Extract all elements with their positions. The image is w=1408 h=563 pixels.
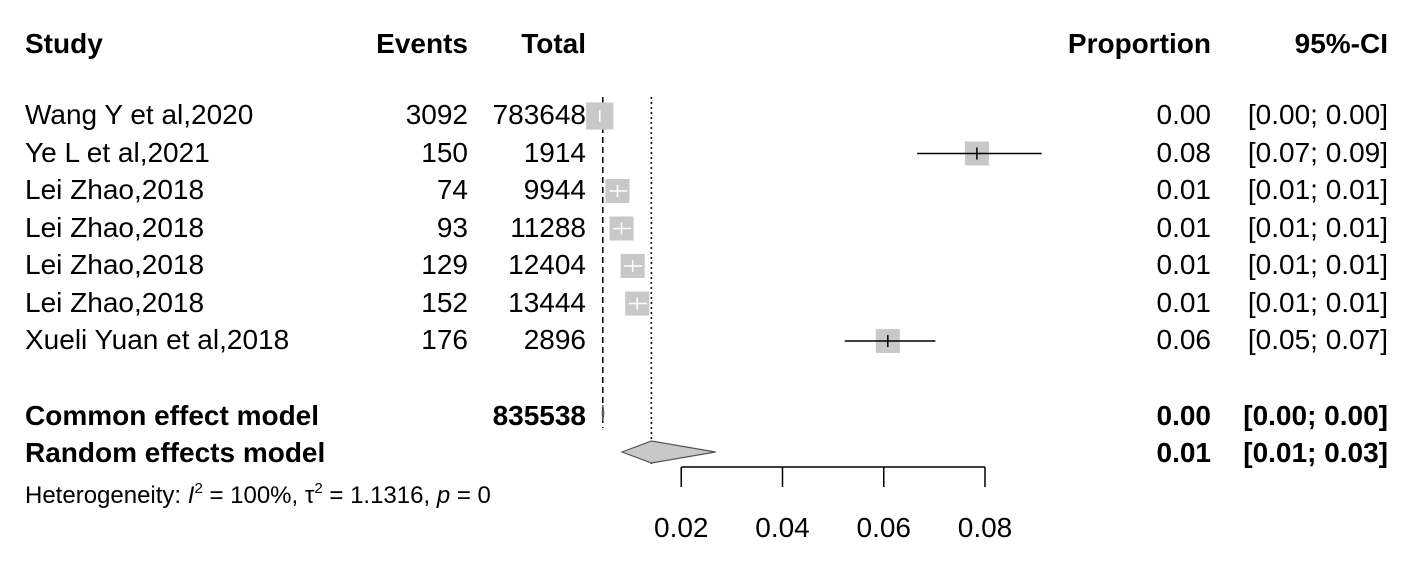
- study-events-5: 129: [421, 249, 468, 280]
- study-total-4: 11288: [510, 211, 586, 243]
- common-effect-total: 835538: [492, 400, 586, 431]
- x-tick-label-2: 0.04: [755, 512, 810, 543]
- study-ci-3: [0.01; 0.01]: [1247, 174, 1388, 205]
- study-study-7: Xueli Yuan et al,2018: [25, 324, 290, 355]
- study-ci-4: [0.01; 0.01]: [1247, 211, 1388, 243]
- study-events-6: 152: [421, 286, 468, 318]
- study-proportion-6: 0.01: [1156, 286, 1212, 318]
- study-events-3: 74: [436, 174, 468, 205]
- study-study-6: Lei Zhao,2018: [25, 286, 205, 318]
- common-effect-proportion: 0.00: [1156, 400, 1212, 431]
- header-ci: 95%-CI: [1294, 28, 1388, 59]
- study-ci-1: [0.00; 0.00]: [1247, 99, 1388, 130]
- study-events-1: 3092: [405, 99, 468, 130]
- x-tick-label-3: 0.06: [857, 512, 912, 543]
- study-ci-2: [0.07; 0.09]: [1247, 136, 1388, 168]
- study-proportion-7: 0.06: [1156, 324, 1212, 355]
- study-ci-5: [0.01; 0.01]: [1247, 249, 1388, 280]
- common-effect-ci: [0.00; 0.00]: [1243, 400, 1388, 431]
- study-study-2: Ye L et al,2021: [25, 136, 210, 168]
- study-study-4: Lei Zhao,2018: [25, 211, 205, 243]
- study-total-7: 2896: [523, 324, 586, 355]
- study-study-5: Lei Zhao,2018: [25, 249, 205, 280]
- study-total-5: 12404: [508, 249, 586, 280]
- study-proportion-4: 0.01: [1156, 211, 1212, 243]
- heterogeneity-statistics: Heterogeneity: I2 = 100%, τ2 = 1.1316, p…: [25, 480, 491, 509]
- study-total-6: 13444: [508, 286, 586, 318]
- random-effects-proportion: 0.01: [1156, 437, 1212, 468]
- random-effects-diamond: [620, 440, 716, 464]
- study-ci-7: [0.05; 0.07]: [1247, 324, 1388, 355]
- common-effect-diamond: [601, 404, 605, 422]
- study-proportion-2: 0.08: [1156, 136, 1212, 168]
- study-ci-6: [0.01; 0.01]: [1247, 286, 1388, 318]
- header-study: Study: [25, 28, 103, 59]
- study-total-2: 1914: [523, 136, 586, 168]
- header-events: Events: [376, 28, 468, 59]
- x-tick-label-4: 0.08: [958, 512, 1013, 543]
- study-study-1: Wang Y et al,2020: [25, 99, 254, 130]
- study-events-2: 150: [421, 136, 468, 168]
- study-events-4: 93: [436, 211, 468, 243]
- heterogeneity-label: Heterogeneity:: [25, 482, 182, 509]
- heterogeneity-tau2: 1.1316: [350, 482, 424, 509]
- x-tick-label-1: 0.02: [654, 512, 709, 543]
- common-effect-label: Common effect model: [25, 400, 320, 431]
- random-effects-ci: [0.01; 0.03]: [1243, 437, 1388, 468]
- study-proportion-5: 0.01: [1156, 249, 1212, 280]
- heterogeneity-p: 0: [477, 482, 491, 509]
- study-events-7: 176: [421, 324, 468, 355]
- study-study-3: Lei Zhao,2018: [25, 174, 205, 205]
- random-effects-label: Random effects model: [25, 437, 326, 468]
- heterogeneity-i2: 100%: [230, 482, 292, 509]
- study-total-3: 9944: [523, 174, 586, 205]
- header-proportion: Proportion: [1067, 28, 1211, 59]
- study-proportion-3: 0.01: [1156, 174, 1212, 205]
- study-proportion-1: 0.00: [1156, 99, 1212, 130]
- header-total: Total: [521, 28, 586, 59]
- study-total-1: 783648: [492, 99, 586, 130]
